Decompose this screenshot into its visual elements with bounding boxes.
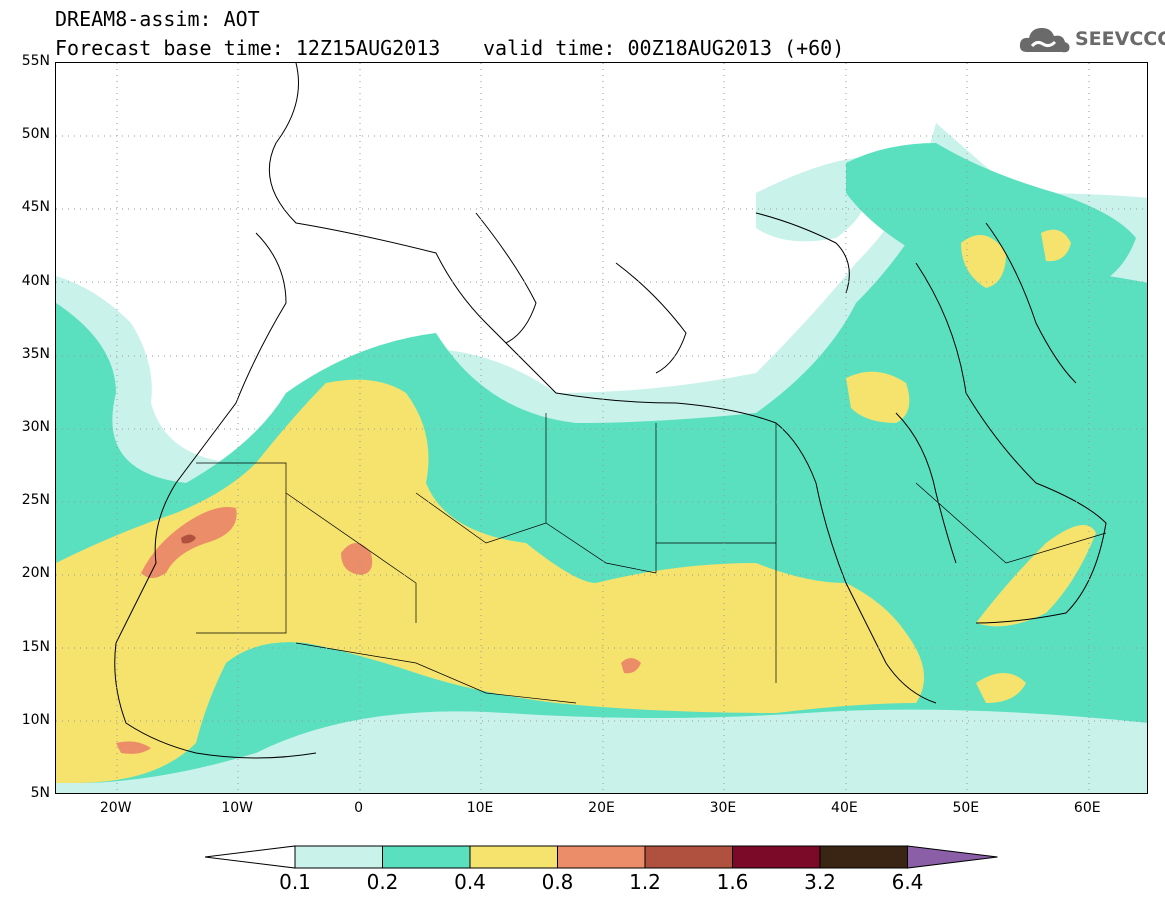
colorbar-segment: [644, 845, 733, 869]
colorbar-segment: [557, 845, 646, 869]
map-title: DREAM8-assim: AOT: [55, 7, 260, 31]
lon-label: 50E: [952, 800, 980, 816]
colorbar-label: 1.2: [629, 870, 661, 894]
colorbar-label: 0.4: [454, 870, 486, 894]
lon-label: 0: [354, 800, 364, 816]
lat-label: 45N: [21, 199, 50, 216]
lat-label: 50N: [21, 126, 50, 143]
lon-label: 20W: [99, 800, 132, 816]
lat-label: 55N: [21, 53, 50, 69]
valid-time: valid time: 00Z18AUG2013 (+60): [483, 36, 845, 60]
colorbar-label: 1.6: [716, 870, 749, 894]
aot-level-1.2: [181, 534, 196, 544]
lat-label: 20N: [21, 565, 50, 582]
cloud-icon: [1019, 28, 1070, 53]
colorbar-segment: [732, 845, 821, 869]
lat-label: 25N: [21, 492, 50, 509]
lat-label: 40N: [21, 272, 50, 289]
lon-label: 10W: [221, 800, 253, 816]
colorbar-segment: [382, 845, 471, 869]
lon-label: 10E: [466, 800, 494, 816]
forecast-base-time: Forecast base time: 12Z15AUG2013: [55, 36, 441, 60]
colorbar: [205, 845, 998, 869]
aot-map: [56, 63, 1147, 793]
lon-label: 30E: [709, 800, 737, 816]
colorbar-low-triangle: [205, 845, 296, 869]
colorbar-label: 6.4: [891, 870, 924, 894]
aot-level-0.4: [56, 229, 1096, 783]
lat-label: 10N: [21, 711, 50, 728]
lat-label: 35N: [21, 345, 50, 362]
seevccc-logo: SEEVCCC: [1017, 22, 1165, 58]
lon-label: 20E: [588, 800, 615, 816]
lon-label: 60E: [1073, 800, 1101, 816]
lon-label: 40E: [831, 800, 858, 816]
graticule: [56, 63, 1147, 793]
colorbar-label: 3.2: [804, 870, 836, 894]
lat-label: 15N: [21, 638, 50, 655]
colorbar-segment: [294, 845, 383, 869]
country-borders: [196, 413, 1107, 704]
colorbar-high-triangle: [907, 845, 998, 869]
colorbar-segment: [819, 845, 908, 869]
colorbar-label: 0.1: [279, 870, 311, 894]
colorbar-segment: [469, 845, 558, 869]
colorbar-label: 0.8: [541, 870, 574, 894]
map-plot-area: [55, 62, 1148, 794]
lat-label: 5N: [30, 785, 50, 801]
lat-label: 30N: [21, 419, 50, 435]
colorbar-label: 0.2: [366, 870, 399, 894]
logo-text: SEEVCCC: [1075, 28, 1165, 50]
coastlines: [114, 63, 1107, 759]
